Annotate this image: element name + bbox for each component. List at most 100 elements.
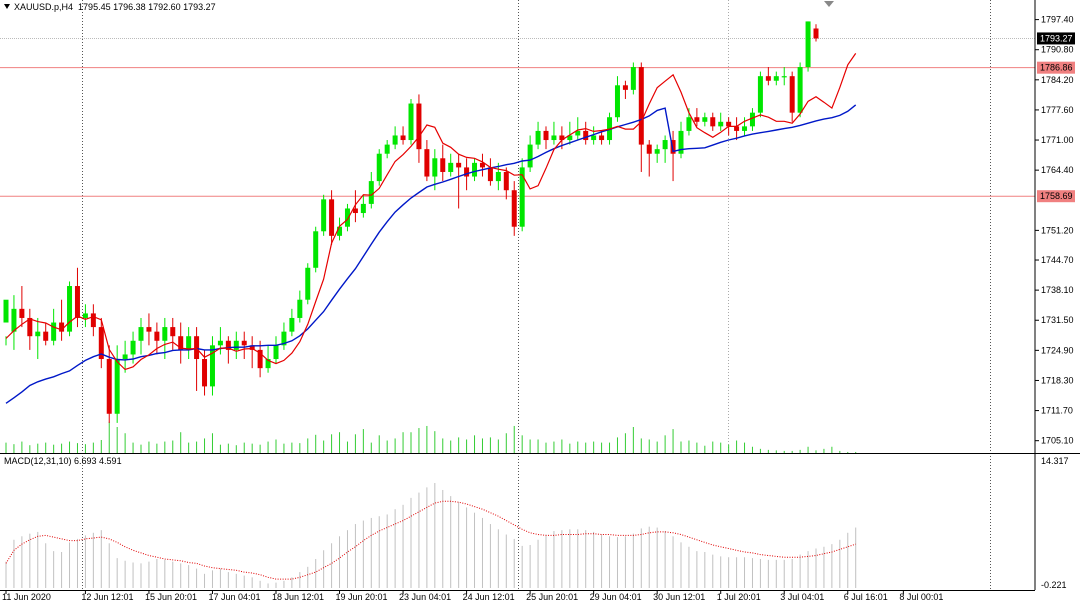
candle-body[interactable] bbox=[289, 317, 295, 332]
candle-body[interactable] bbox=[511, 190, 517, 227]
candle-body[interactable] bbox=[543, 130, 549, 141]
candle-body[interactable] bbox=[591, 135, 597, 141]
candle-body[interactable] bbox=[114, 359, 120, 414]
candle-body[interactable] bbox=[464, 167, 470, 177]
candle-body[interactable] bbox=[662, 140, 668, 150]
candle-body[interactable] bbox=[392, 135, 398, 145]
candle-body[interactable] bbox=[11, 308, 17, 332]
candle-body[interactable] bbox=[352, 208, 358, 214]
candle-body[interactable] bbox=[654, 149, 660, 154]
candle-body[interactable] bbox=[337, 226, 343, 236]
candle-body[interactable] bbox=[305, 267, 311, 300]
candle-body[interactable] bbox=[178, 336, 184, 350]
candle-body[interactable] bbox=[138, 327, 144, 341]
candle-body[interactable] bbox=[416, 103, 422, 150]
candle-body[interactable] bbox=[329, 199, 335, 236]
candle-body[interactable] bbox=[51, 322, 57, 341]
candle-body[interactable] bbox=[472, 162, 478, 177]
candle-body[interactable] bbox=[599, 135, 605, 141]
candle-body[interactable] bbox=[321, 199, 327, 232]
candle-body[interactable] bbox=[694, 117, 700, 122]
candle-body[interactable] bbox=[400, 135, 406, 141]
candle-body[interactable] bbox=[225, 340, 231, 350]
candle-body[interactable] bbox=[781, 76, 787, 78]
candle-body[interactable] bbox=[344, 208, 350, 227]
candle-body[interactable] bbox=[519, 167, 525, 227]
candle-body[interactable] bbox=[217, 340, 223, 346]
candle-body[interactable] bbox=[273, 345, 279, 360]
candle-body[interactable] bbox=[456, 162, 462, 168]
candle-body[interactable] bbox=[765, 76, 771, 81]
candle-body[interactable] bbox=[313, 231, 319, 268]
candle-body[interactable] bbox=[233, 340, 239, 350]
candle-body[interactable] bbox=[773, 76, 779, 81]
candle-body[interactable] bbox=[27, 317, 33, 337]
candle-body[interactable] bbox=[797, 67, 803, 113]
candle-body[interactable] bbox=[194, 336, 200, 360]
candle-body[interactable] bbox=[368, 181, 374, 204]
candle-body[interactable] bbox=[551, 135, 557, 141]
candle-body[interactable] bbox=[805, 21, 811, 68]
chart-shift-marker-icon[interactable] bbox=[824, 1, 834, 7]
candle-body[interactable] bbox=[734, 126, 740, 131]
candle-body[interactable] bbox=[360, 203, 366, 214]
candle-body[interactable] bbox=[297, 299, 303, 318]
candle-body[interactable] bbox=[527, 144, 533, 168]
candle-body[interactable] bbox=[162, 327, 168, 341]
candle-body[interactable] bbox=[718, 121, 724, 127]
candle-body[interactable] bbox=[67, 286, 73, 332]
candle-body[interactable] bbox=[710, 117, 716, 127]
candle-body[interactable] bbox=[678, 130, 684, 154]
candle-body[interactable] bbox=[614, 85, 620, 118]
candle-body[interactable] bbox=[495, 171, 501, 182]
candle-body[interactable] bbox=[432, 158, 438, 177]
candle-body[interactable] bbox=[241, 340, 247, 346]
candle-body[interactable] bbox=[567, 135, 573, 141]
collapse-triangle-icon[interactable] bbox=[4, 4, 10, 9]
candle-body[interactable] bbox=[154, 331, 160, 341]
candle-body[interactable] bbox=[281, 331, 287, 346]
candle-body[interactable] bbox=[424, 149, 430, 177]
candle-body[interactable] bbox=[646, 144, 652, 154]
candle-body[interactable] bbox=[3, 299, 9, 323]
candle-body[interactable] bbox=[106, 359, 112, 414]
candle-body[interactable] bbox=[757, 76, 763, 113]
candle-body[interactable] bbox=[35, 331, 41, 337]
candle-body[interactable] bbox=[670, 140, 676, 154]
candle-body[interactable] bbox=[448, 162, 454, 172]
candle-body[interactable] bbox=[209, 345, 215, 387]
candle-body[interactable] bbox=[265, 359, 271, 369]
candle-body[interactable] bbox=[249, 345, 255, 350]
candle-body[interactable] bbox=[74, 286, 80, 318]
candle-body[interactable] bbox=[440, 158, 446, 172]
candle-body[interactable] bbox=[130, 340, 136, 355]
candle-body[interactable] bbox=[575, 130, 581, 136]
candle-body[interactable] bbox=[376, 153, 382, 182]
candle-body[interactable] bbox=[702, 117, 708, 122]
candle-body[interactable] bbox=[686, 117, 692, 131]
candle-body[interactable] bbox=[146, 327, 152, 332]
candle-body[interactable] bbox=[43, 331, 49, 341]
candle-body[interactable] bbox=[479, 162, 485, 168]
candle-body[interactable] bbox=[583, 130, 589, 141]
candle-body[interactable] bbox=[726, 121, 732, 127]
candle-body[interactable] bbox=[559, 135, 565, 141]
candle-body[interactable] bbox=[535, 130, 541, 145]
candle-body[interactable] bbox=[170, 327, 176, 337]
candle-body[interactable] bbox=[98, 327, 104, 360]
candle-body[interactable] bbox=[122, 354, 128, 360]
candle-body[interactable] bbox=[19, 308, 25, 318]
candle-body[interactable] bbox=[813, 28, 819, 39]
candle-body[interactable] bbox=[257, 349, 263, 369]
candle-body[interactable] bbox=[622, 85, 628, 90]
candle-body[interactable] bbox=[186, 336, 192, 350]
candle-body[interactable] bbox=[638, 67, 644, 145]
candle-body[interactable] bbox=[59, 322, 65, 332]
candle-body[interactable] bbox=[202, 359, 208, 387]
candle-body[interactable] bbox=[82, 313, 88, 318]
candle-body[interactable] bbox=[742, 126, 748, 131]
candle-body[interactable] bbox=[749, 112, 755, 127]
candle-body[interactable] bbox=[384, 144, 390, 154]
candle-body[interactable] bbox=[408, 103, 414, 141]
